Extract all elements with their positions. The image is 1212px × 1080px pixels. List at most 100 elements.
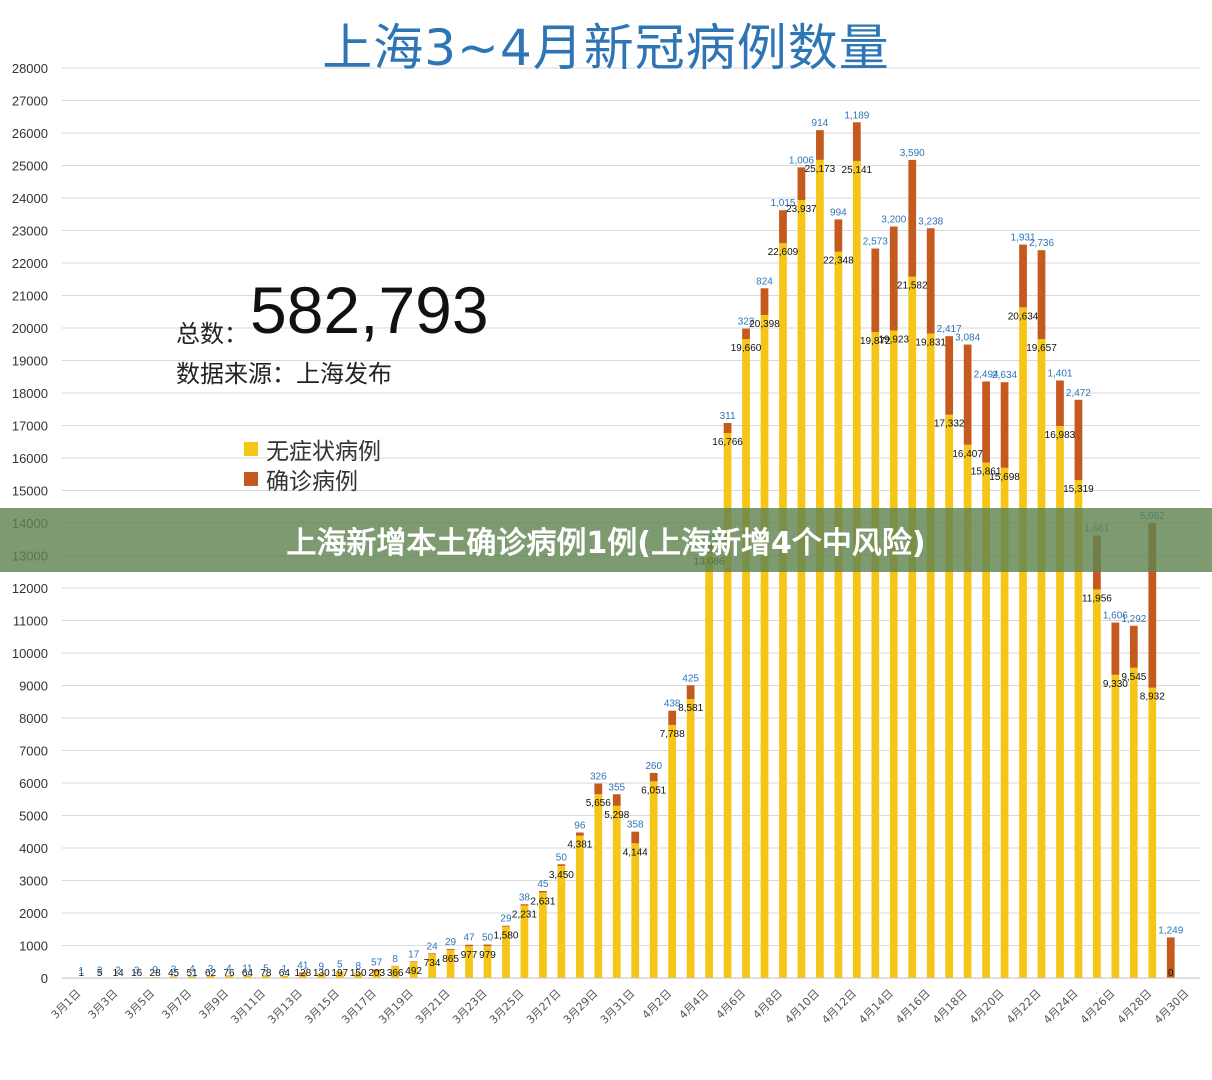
y-tick-label: 19000 [12, 354, 48, 369]
bar-asymptomatic [502, 926, 510, 978]
data-label-asymptomatic: 8,932 [1140, 692, 1165, 703]
bar-asymptomatic [1000, 467, 1009, 978]
x-tick-label: 4月16日 [893, 987, 933, 1027]
data-label-confirmed: 3,238 [918, 216, 943, 227]
bar-asymptomatic [354, 973, 363, 978]
data-label-confirmed: 914 [812, 118, 829, 129]
bar-asymptomatic [834, 251, 843, 978]
data-label-asymptomatic: 19,660 [731, 343, 762, 354]
bar-confirmed [982, 381, 990, 463]
bar-asymptomatic [169, 976, 178, 978]
data-label-asymptomatic: 62 [205, 968, 217, 979]
bar-confirmed [539, 891, 547, 893]
bar-confirmed [1148, 523, 1157, 688]
data-label-asymptomatic: 4,144 [623, 847, 648, 858]
data-label-confirmed: 1 [78, 966, 84, 977]
bar-asymptomatic [206, 975, 215, 978]
data-label-confirmed: 355 [608, 782, 625, 793]
bar-confirmed [1166, 937, 1175, 978]
bar-confirmed [594, 783, 603, 795]
data-label-asymptomatic: 4,381 [567, 840, 592, 851]
bar-confirmed [1019, 244, 1027, 308]
x-tick-label: 4月20日 [967, 987, 1007, 1027]
x-tick-label: 3月29日 [561, 987, 601, 1027]
x-tick-label: 4月22日 [1004, 987, 1044, 1027]
data-label-confirmed: 3 [97, 966, 103, 977]
data-label-confirmed: 3,084 [955, 333, 980, 344]
bar-asymptomatic [668, 724, 677, 978]
y-tick-label: 16000 [12, 451, 48, 466]
bar-confirmed [1056, 380, 1064, 427]
bar-confirmed [686, 685, 695, 700]
data-label-asymptomatic: 0 [1168, 968, 1174, 979]
x-tick-label: 4月8日 [750, 987, 785, 1022]
bar-confirmed [575, 832, 584, 836]
x-tick-label: 3月1日 [49, 987, 84, 1022]
bar-asymptomatic [539, 892, 547, 978]
bar-asymptomatic [298, 973, 307, 978]
bar-confirmed [908, 159, 917, 277]
data-label-asymptomatic: 25,141 [842, 165, 873, 176]
data-label-confirmed: 5 [263, 963, 269, 974]
headline-banner: 上海新增本土确诊病例1例(上海新增4个中风险) [0, 508, 1212, 572]
y-tick-label: 5000 [19, 809, 48, 824]
data-label-asymptomatic: 734 [424, 958, 441, 969]
chart-bars [77, 122, 1175, 979]
data-label-asymptomatic: 203 [368, 968, 385, 979]
data-label-confirmed: 4 [226, 963, 232, 974]
bar-confirmed [1000, 382, 1009, 468]
data-label-confirmed: 41 [297, 961, 309, 972]
bar-confirmed [483, 944, 492, 947]
data-label-asymptomatic: 7,788 [660, 729, 685, 740]
bar-confirmed [871, 248, 880, 333]
data-label-confirmed: 3 [208, 964, 214, 975]
total-label: 总数： [176, 320, 248, 348]
bar-confirmed [1037, 250, 1046, 340]
data-label-asymptomatic: 979 [479, 950, 496, 961]
data-label-confirmed: 47 [463, 933, 475, 944]
data-label-confirmed: 326 [590, 772, 607, 783]
y-tick-label: 10000 [12, 646, 48, 661]
data-label-asymptomatic: 197 [331, 968, 348, 979]
legend-swatch-asymptomatic [244, 442, 258, 456]
x-tick-label: 3月17日 [339, 987, 379, 1027]
data-label-asymptomatic: 1,580 [493, 931, 518, 942]
y-tick-label: 3000 [19, 874, 48, 889]
legend-item-asymptomatic: 无症状病例 [244, 434, 381, 465]
x-tick-label: 3月9日 [196, 987, 231, 1022]
bar-confirmed [926, 228, 935, 334]
x-tick-label: 4月4日 [677, 987, 712, 1022]
y-tick-label: 28000 [12, 61, 48, 76]
y-tick-label: 8000 [19, 711, 48, 726]
bar-asymptomatic [483, 946, 492, 978]
bar-confirmed [1111, 622, 1120, 675]
chart-legend: 无症状病例 确诊病例 [244, 434, 381, 495]
y-tick-label: 24000 [12, 191, 48, 206]
data-label-asymptomatic: 3,450 [549, 870, 574, 881]
bar-asymptomatic [262, 975, 270, 978]
bar-asymptomatic [1074, 480, 1083, 978]
x-tick-label: 4月18日 [930, 987, 970, 1027]
y-tick-label: 26000 [12, 126, 48, 141]
x-axis: 3月1日 3月3日 3月5日 3月7日 3月9日3月11日3月13日3月15日3月17日… [49, 977, 1200, 1027]
data-label-confirmed: 2,573 [863, 237, 888, 248]
data-label-asymptomatic: 16,983 [1045, 430, 1076, 441]
x-tick-label: 3月15日 [302, 987, 342, 1027]
data-label-confirmed: 260 [645, 761, 662, 772]
bar-confirmed [889, 226, 898, 331]
bar-asymptomatic [945, 414, 954, 979]
bar-asymptomatic [963, 444, 972, 979]
data-label-asymptomatic: 130 [313, 968, 330, 979]
data-label-asymptomatic: 45 [168, 968, 180, 979]
data-label-confirmed: 2,494 [974, 369, 999, 380]
bar-confirmed [816, 130, 824, 160]
y-tick-label: 25000 [12, 159, 48, 174]
bar-asymptomatic [188, 976, 196, 978]
data-label-confirmed: 1,189 [844, 110, 869, 121]
data-label-confirmed: 5 [337, 959, 343, 970]
data-label-asymptomatic: 25,173 [805, 164, 836, 175]
data-label-confirmed: 824 [756, 276, 773, 287]
bar-asymptomatic [723, 433, 732, 979]
data-label-confirmed: 4 [189, 964, 195, 975]
